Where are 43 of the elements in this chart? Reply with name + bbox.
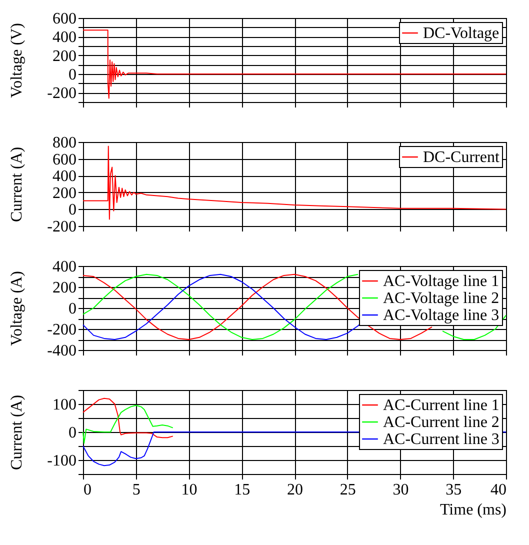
x-axis-title: Time (ms) (440, 502, 506, 518)
y-tick-label: -100 (47, 452, 76, 470)
y-tick-label: 0 (68, 66, 76, 84)
y-tick-label: 400 (52, 29, 76, 46)
y-tick-label: -200 (47, 218, 76, 236)
y-axis-title: Current (A) (8, 394, 26, 470)
legend-label: AC-Voltage line 3 (383, 307, 500, 324)
y-tick-label: 0 (68, 300, 76, 318)
y-tick-label: -400 (47, 342, 76, 360)
y-tick-label: 100 (52, 396, 76, 414)
y-tick-label: 600 (52, 10, 76, 28)
y-tick-label: 200 (52, 280, 76, 296)
y-axis-title: Voltage (V) (8, 23, 26, 98)
y-tick-label: 0 (68, 202, 76, 219)
x-tick-label: 0 (84, 482, 92, 498)
y-tick-label: -200 (47, 322, 76, 338)
y-tick-label: 600 (52, 151, 76, 168)
y-tick-label: 0 (68, 424, 76, 442)
legend-label: AC-Current line 1 (383, 397, 500, 414)
legend-label: AC-Current line 2 (383, 414, 500, 431)
legend-label: AC-Voltage line 2 (383, 290, 500, 307)
x-tick-label: 35 (446, 482, 462, 498)
legend-label: DC-Voltage (423, 25, 500, 42)
y-axis-title: Current (A) (8, 146, 26, 222)
legend-label: AC-Voltage line 1 (383, 273, 500, 290)
line-series (82, 398, 174, 438)
legend-label: DC-Current (423, 149, 500, 166)
x-tick-label: 30 (392, 482, 409, 498)
y-tick-label: 400 (52, 258, 76, 276)
x-tick-label: 15 (234, 482, 250, 498)
y-tick-label: 200 (52, 48, 76, 65)
x-tick-label: 20 (287, 482, 303, 498)
y-axis-title: Voltage (A) (8, 271, 26, 346)
x-tick-label: 5 (132, 482, 140, 498)
y-tick-label: 400 (52, 168, 76, 186)
x-tick-label: 40 (490, 482, 506, 498)
x-tick-label: 25 (340, 482, 356, 498)
legend-label: AC-Current line 3 (383, 431, 500, 448)
y-tick-label: 800 (52, 134, 76, 152)
x-tick-label: 10 (181, 482, 198, 498)
y-tick-label: 200 (52, 184, 76, 202)
line-series (82, 404, 174, 444)
y-tick-label: -200 (47, 85, 76, 102)
